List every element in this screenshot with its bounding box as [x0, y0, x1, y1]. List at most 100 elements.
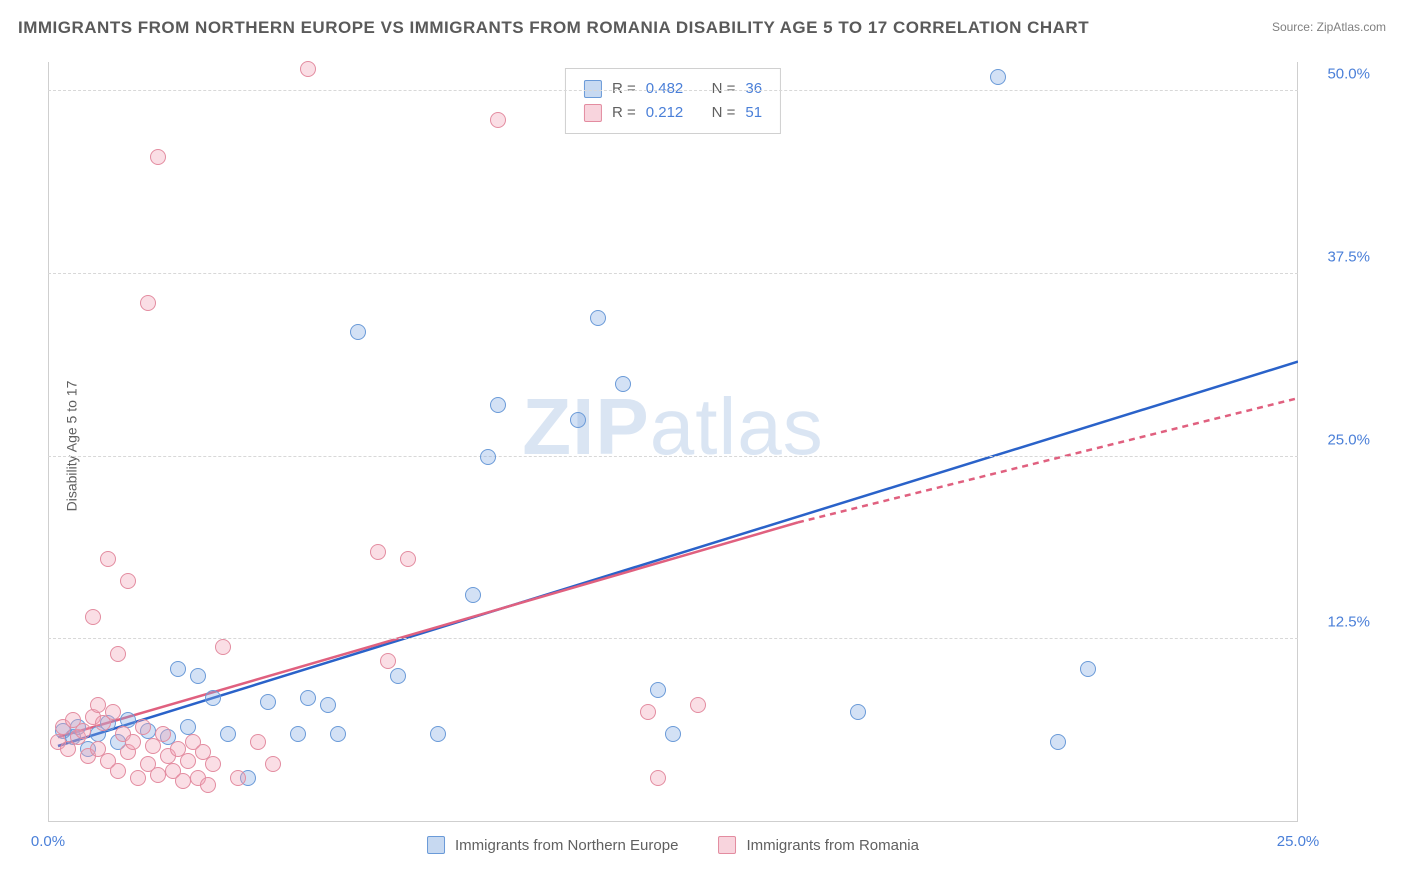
data-point	[615, 376, 631, 392]
data-point	[90, 697, 106, 713]
r-value: 0.212	[646, 101, 684, 125]
y-axis-line	[48, 62, 49, 822]
data-point	[150, 767, 166, 783]
n-label: N =	[712, 77, 736, 101]
data-point	[130, 770, 146, 786]
data-point	[140, 295, 156, 311]
y-tick-label: 37.5%	[1310, 248, 1370, 265]
data-point	[290, 726, 306, 742]
n-value: 36	[745, 77, 762, 101]
data-point	[400, 551, 416, 567]
grid-line	[48, 273, 1298, 274]
data-point	[170, 661, 186, 677]
data-point	[665, 726, 681, 742]
data-point	[390, 668, 406, 684]
grid-line	[48, 90, 1298, 91]
watermark-bold: ZIP	[522, 382, 649, 471]
y-tick-label: 50.0%	[1310, 66, 1370, 83]
data-point	[570, 412, 586, 428]
n-value: 51	[745, 101, 762, 125]
data-point	[105, 704, 121, 720]
data-point	[230, 770, 246, 786]
correlation-legend: R = 0.482 N = 36 R = 0.212 N = 51	[565, 68, 781, 134]
data-point	[120, 712, 136, 728]
data-point	[85, 609, 101, 625]
data-point	[1050, 734, 1066, 750]
data-point	[200, 777, 216, 793]
x-tick-label: 25.0%	[1277, 833, 1320, 850]
data-point	[180, 753, 196, 769]
grid-line	[48, 638, 1298, 639]
data-point	[175, 773, 191, 789]
trend-line	[58, 362, 1298, 746]
data-point	[135, 719, 151, 735]
trend-line	[58, 522, 798, 737]
source-attribution: Source: ZipAtlas.com	[1272, 20, 1386, 34]
data-point	[260, 694, 276, 710]
y-tick-label: 12.5%	[1310, 614, 1370, 631]
x-tick-label: 0.0%	[31, 833, 65, 850]
data-point	[380, 653, 396, 669]
source-prefix: Source:	[1272, 20, 1317, 34]
data-point	[370, 544, 386, 560]
data-point	[590, 310, 606, 326]
y-axis-right-line	[1297, 62, 1298, 822]
trend-lines	[48, 62, 1298, 822]
data-point	[990, 69, 1006, 85]
data-point	[490, 397, 506, 413]
data-point	[120, 573, 136, 589]
data-point	[205, 756, 221, 772]
data-point	[650, 682, 666, 698]
data-point	[300, 690, 316, 706]
legend-label: Immigrants from Romania	[746, 837, 919, 854]
watermark: ZIPatlas	[522, 381, 823, 473]
swatch-blue-icon	[427, 836, 445, 854]
data-point	[125, 734, 141, 750]
grid-line	[48, 456, 1298, 457]
legend-row: R = 0.482 N = 36	[584, 77, 762, 101]
data-point	[690, 697, 706, 713]
data-point	[155, 726, 171, 742]
data-point	[110, 646, 126, 662]
legend-item: Immigrants from Northern Europe	[427, 836, 678, 854]
data-point	[75, 723, 91, 739]
data-point	[205, 690, 221, 706]
source-link[interactable]: ZipAtlas.com	[1317, 20, 1386, 34]
legend-item: Immigrants from Romania	[718, 836, 919, 854]
data-point	[190, 668, 206, 684]
plot-area: ZIPatlas R = 0.482 N = 36 R = 0.212 N = …	[48, 62, 1298, 822]
r-label: R =	[612, 77, 636, 101]
series-legend: Immigrants from Northern Europe Immigran…	[427, 836, 919, 854]
data-point	[490, 112, 506, 128]
r-value: 0.482	[646, 77, 684, 101]
data-point	[110, 763, 126, 779]
data-point	[300, 61, 316, 77]
data-point	[640, 704, 656, 720]
data-point	[265, 756, 281, 772]
data-point	[650, 770, 666, 786]
data-point	[150, 149, 166, 165]
swatch-blue-icon	[584, 80, 602, 98]
data-point	[100, 551, 116, 567]
data-point	[1080, 661, 1096, 677]
legend-label: Immigrants from Northern Europe	[455, 837, 678, 854]
watermark-rest: atlas	[650, 382, 824, 471]
data-point	[330, 726, 346, 742]
data-point	[850, 704, 866, 720]
r-label: R =	[612, 101, 636, 125]
data-point	[350, 324, 366, 340]
data-point	[250, 734, 266, 750]
data-point	[215, 639, 231, 655]
data-point	[180, 719, 196, 735]
swatch-pink-icon	[584, 104, 602, 122]
y-tick-label: 25.0%	[1310, 431, 1370, 448]
trend-line	[798, 398, 1298, 522]
n-label: N =	[712, 101, 736, 125]
chart-title: IMMIGRANTS FROM NORTHERN EUROPE VS IMMIG…	[18, 18, 1089, 38]
data-point	[430, 726, 446, 742]
data-point	[480, 449, 496, 465]
x-axis-line	[48, 821, 1298, 822]
data-point	[220, 726, 236, 742]
data-point	[320, 697, 336, 713]
data-point	[465, 587, 481, 603]
